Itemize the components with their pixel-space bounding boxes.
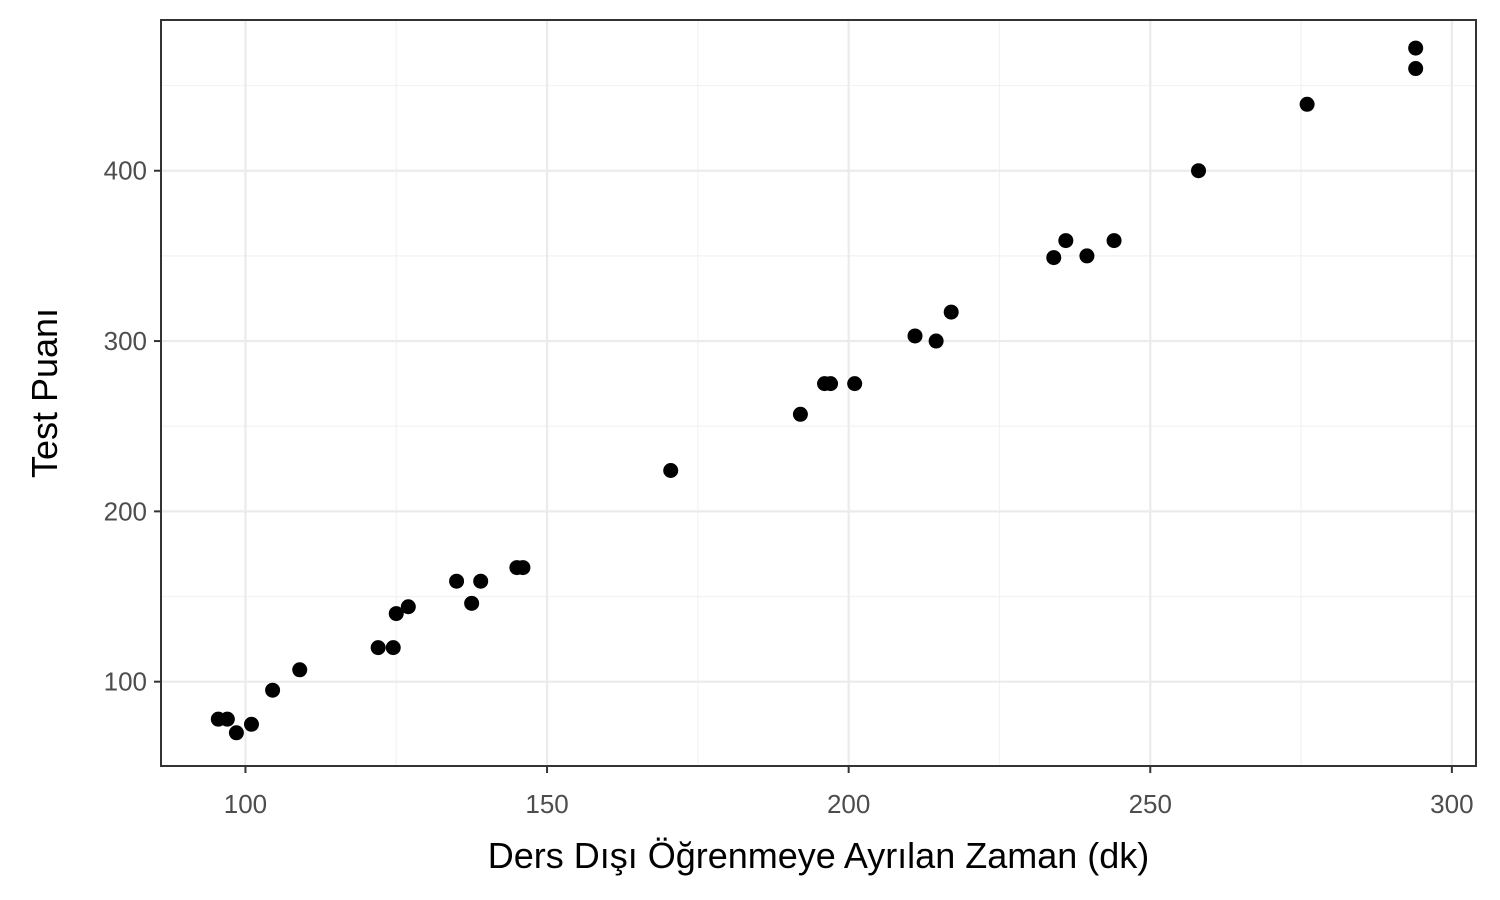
- data-point: [1191, 163, 1207, 179]
- axis-tick-marks: [154, 169, 1453, 773]
- data-point: [449, 573, 465, 589]
- plot-panel-border: [160, 19, 1477, 767]
- data-point: [823, 376, 839, 392]
- y-tick-label: 100: [104, 667, 147, 697]
- y-tick-label: 300: [104, 326, 147, 356]
- data-point: [243, 716, 259, 732]
- x-axis-title: Ders Dışı Öğrenmeye Ayrılan Zaman (dk): [488, 835, 1150, 876]
- y-tick-label: 400: [104, 156, 147, 186]
- y-tick-label: 200: [104, 496, 147, 526]
- data-point: [1106, 233, 1122, 249]
- data-point: [473, 573, 489, 589]
- data-point: [1408, 61, 1424, 77]
- data-point: [1408, 40, 1424, 56]
- x-tick-label: 100: [224, 789, 267, 819]
- data-point: [663, 462, 679, 478]
- x-tick-label: 300: [1430, 789, 1473, 819]
- data-point: [388, 606, 404, 622]
- y-axis-tick-labels: 100 200 300 400: [104, 156, 147, 697]
- minor-gridlines: [161, 20, 1476, 766]
- data-point: [943, 304, 959, 320]
- data-point: [907, 328, 923, 344]
- data-point: [265, 682, 281, 698]
- data-point: [385, 640, 401, 656]
- data-point: [515, 560, 531, 576]
- data-point: [219, 711, 235, 727]
- data-point: [400, 599, 416, 615]
- data-point: [1058, 233, 1074, 249]
- data-point: [792, 406, 808, 422]
- data-point: [292, 662, 308, 678]
- data-point: [370, 640, 386, 656]
- data-point: [1299, 96, 1315, 112]
- y-axis-title: Test Puanı: [24, 308, 65, 478]
- x-tick-label: 150: [525, 789, 568, 819]
- x-tick-label: 250: [1129, 789, 1172, 819]
- x-axis-tick-labels: 100 150 200 250 300: [224, 789, 1474, 819]
- x-tick-label: 200: [827, 789, 870, 819]
- major-gridlines: [161, 20, 1476, 766]
- data-point: [1079, 248, 1095, 264]
- data-points: [210, 40, 1424, 741]
- data-point: [928, 333, 944, 349]
- data-point: [1046, 250, 1062, 266]
- data-point: [228, 725, 244, 741]
- data-point: [464, 595, 480, 611]
- data-point: [847, 376, 863, 392]
